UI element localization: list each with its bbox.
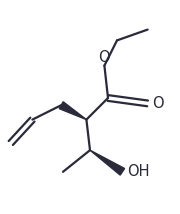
Polygon shape xyxy=(90,150,125,175)
Polygon shape xyxy=(59,102,86,120)
Text: OH: OH xyxy=(127,164,149,179)
Text: O: O xyxy=(98,50,109,65)
Text: O: O xyxy=(152,96,164,111)
